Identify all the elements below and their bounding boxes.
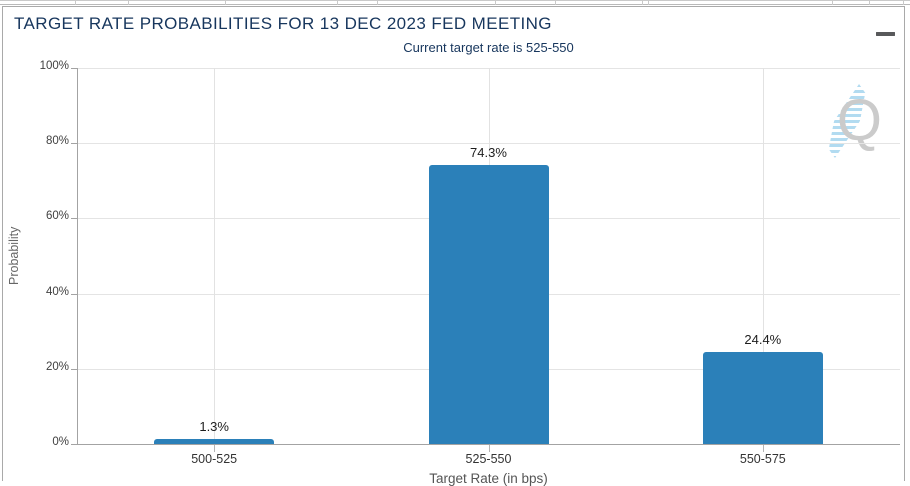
x-category-label: 500-525 — [191, 452, 238, 466]
table-divider — [869, 1, 870, 5]
y-tick-label: 100% — [39, 60, 69, 72]
y-axis-tick — [71, 368, 77, 370]
x-category-label: 525-550 — [465, 452, 512, 466]
bar-value-label: 74.3% — [470, 144, 507, 160]
y-tick-label: 40% — [45, 285, 69, 298]
probability-bar[interactable] — [154, 439, 275, 444]
y-tick-label: 20% — [45, 360, 69, 373]
table-row-sliver — [0, 0, 910, 5]
plot-area: Q 0% 20% 40% 60% 80% 100% 1.3% 500-525 74.3% 525-… — [40, 60, 900, 466]
y-axis-tick — [71, 143, 77, 145]
quikstrike-watermark: Q — [796, 82, 896, 177]
table-divider — [377, 1, 378, 5]
table-divider — [128, 1, 129, 5]
gridline-vertical — [762, 68, 764, 444]
hamburger-bar — [876, 32, 895, 36]
table-divider — [555, 1, 556, 5]
y-axis-tick — [71, 218, 77, 220]
x-axis-tick — [214, 445, 216, 452]
y-tick-label: 0% — [52, 436, 69, 448]
y-axis-tick — [71, 444, 77, 445]
x-category-label: 550-575 — [739, 452, 786, 466]
y-axis-tick — [71, 68, 77, 69]
y-tick-label: 80% — [45, 135, 69, 148]
x-axis-tick — [762, 445, 764, 452]
table-divider — [642, 1, 643, 5]
x-axis-line — [76, 444, 900, 445]
probability-bar[interactable] — [428, 164, 549, 444]
table-divider — [225, 1, 226, 5]
bar-value-label: 1.3% — [199, 419, 229, 435]
x-axis-tick — [488, 445, 490, 452]
table-divider — [495, 1, 496, 5]
x-axis-title: Target Rate (in bps) — [429, 471, 548, 486]
y-axis-title: Probability — [7, 226, 21, 286]
table-divider — [337, 1, 338, 5]
table-divider — [832, 1, 833, 5]
watermark-q-logo-icon: Q — [836, 88, 882, 153]
hamburger-menu-button[interactable] — [876, 22, 895, 38]
chart-title: TARGET RATE PROBABILITIES FOR 13 DEC 202… — [14, 14, 552, 33]
bar-value-label: 24.4% — [744, 332, 782, 348]
table-divider — [903, 1, 904, 5]
table-divider — [75, 1, 76, 5]
fed-meeting-probabilities-panel: TARGET RATE PROBABILITIES FOR 13 DEC 202… — [2, 6, 905, 486]
chart-subtitle: Current target rate is 525-550 — [403, 40, 574, 55]
gridline-vertical — [214, 68, 216, 444]
probability-bar[interactable] — [702, 352, 823, 444]
watermark-slash-icon — [822, 84, 872, 158]
table-divider — [648, 1, 649, 5]
y-tick-label: 60% — [45, 210, 69, 223]
y-axis-line — [77, 68, 78, 445]
y-axis-tick — [71, 293, 77, 295]
